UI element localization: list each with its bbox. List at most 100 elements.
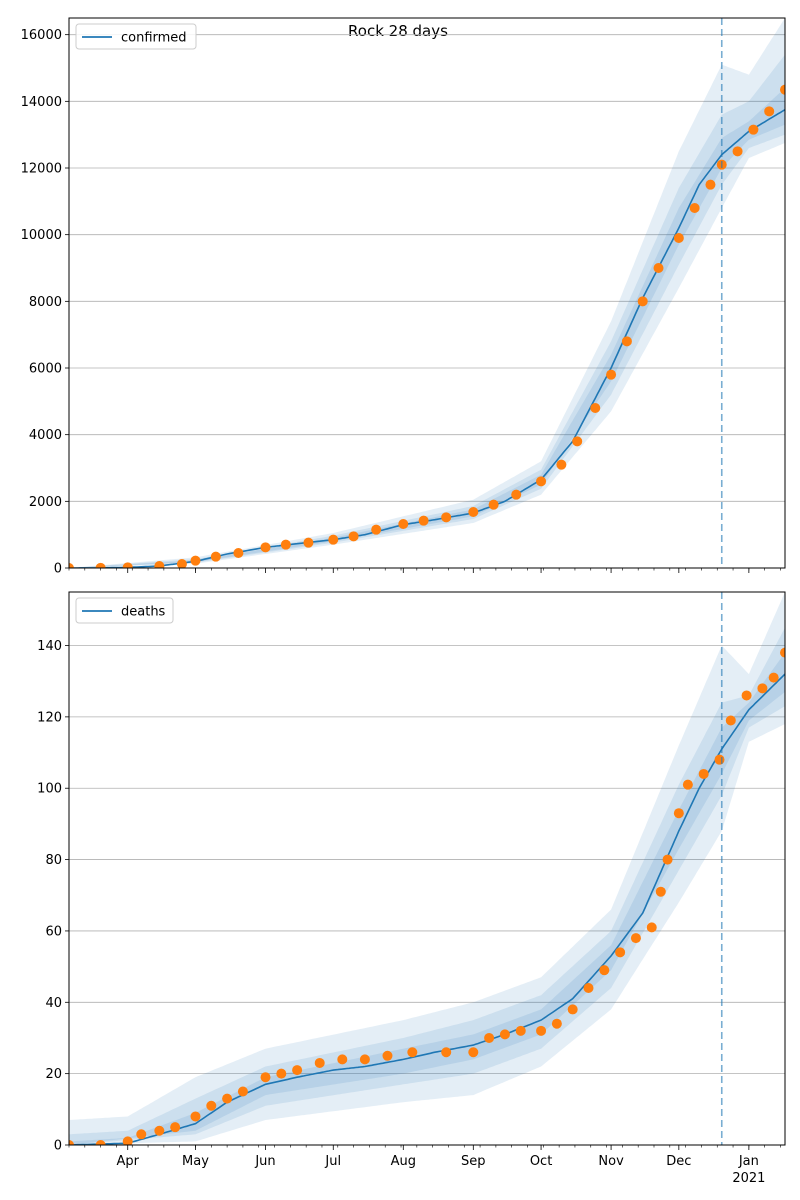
observed-point: [398, 519, 409, 529]
observed-point: [698, 768, 709, 779]
observed-point: [764, 106, 775, 117]
observed-point: [260, 542, 271, 553]
observed-point: [599, 965, 610, 976]
x-tick-label: Sep: [461, 1154, 486, 1169]
observed-point: [714, 754, 725, 765]
observed-point: [646, 922, 657, 933]
x-tick-label: Nov: [598, 1154, 624, 1169]
y-tick-label: 8000: [29, 295, 62, 310]
observed-point: [359, 1054, 370, 1065]
observed-point: [95, 1140, 106, 1145]
observed-point: [515, 1025, 526, 1036]
observed-point: [590, 403, 601, 413]
observed-point: [206, 1100, 217, 1111]
observed-point: [768, 672, 779, 683]
observed-point: [337, 1054, 348, 1065]
legend-box: [75, 23, 197, 50]
observed-point: [741, 690, 752, 701]
observed-point: [551, 1018, 562, 1029]
y-tick-label: 0: [54, 1139, 62, 1154]
observed-point: [418, 515, 429, 526]
y-tick-label: 6000: [29, 362, 62, 377]
x-tick-label: May: [182, 1154, 209, 1169]
observed-point: [233, 548, 244, 558]
x-tick-label: Jan: [738, 1154, 759, 1169]
observed-point: [348, 531, 359, 542]
observed-point: [780, 84, 785, 95]
observed-point: [662, 854, 673, 865]
observed-point: [682, 779, 693, 790]
y-tick-label: 140: [37, 639, 62, 654]
observed-point: [725, 715, 736, 726]
x-tick-label: Dec: [666, 1154, 691, 1169]
x-tick-label: Apr: [116, 1154, 139, 1169]
y-tick-label: 14000: [21, 95, 62, 110]
y-tick-label: 80: [45, 853, 62, 868]
observed-point: [190, 555, 201, 566]
legend-label: deaths: [121, 605, 166, 620]
y-tick-label: 40: [45, 996, 62, 1011]
y-tick-label: 20: [45, 1067, 62, 1082]
y-tick-label: 120: [37, 710, 62, 725]
legend-box: [75, 597, 174, 624]
observed-point: [572, 436, 583, 447]
observed-point: [615, 947, 626, 958]
observed-point: [154, 561, 165, 568]
observed-point: [732, 146, 743, 157]
observed-point: [382, 1050, 393, 1061]
observed-point: [606, 369, 617, 380]
observed-point: [95, 562, 106, 568]
uncertainty-band-outer: [69, 592, 785, 1145]
observed-point: [280, 539, 291, 550]
observed-point: [122, 1136, 133, 1145]
observed-point: [154, 1125, 165, 1136]
observed-point: [748, 124, 759, 135]
uncertainty-band-inner: [69, 652, 785, 1145]
observed-point: [655, 886, 666, 897]
observed-point: [567, 1004, 578, 1015]
observed-point: [303, 537, 314, 548]
observed-point: [511, 489, 522, 500]
observed-point: [653, 263, 664, 273]
observed-point: [757, 683, 768, 694]
y-tick-label: 16000: [21, 28, 62, 43]
x-tick-label: Aug: [391, 1154, 416, 1169]
observed-point: [314, 1057, 325, 1068]
observed-point: [556, 459, 567, 470]
y-tick-label: 4000: [29, 428, 62, 443]
observed-point: [328, 534, 339, 545]
observed-point: [621, 336, 632, 347]
observed-point: [637, 296, 648, 307]
observed-point: [170, 1122, 181, 1133]
observed-point: [468, 1047, 479, 1058]
confirmed-panel: 0 2000 4000 6000 8000 10000 12000 14000 16000 con…: [21, 17, 786, 577]
observed-point: [484, 1032, 495, 1043]
observed-point: [276, 1068, 287, 1079]
axes-frame: [68, 591, 786, 1146]
y-tick-label: 2000: [29, 495, 62, 510]
axes-frame: [68, 17, 786, 569]
plot-area: [69, 18, 785, 568]
plot-area: [69, 592, 785, 1145]
observed-point: [176, 559, 187, 568]
observed-point: [292, 1065, 303, 1076]
chart-title: Rock 28 days: [348, 22, 448, 40]
observed-point: [488, 499, 499, 510]
observed-point: [210, 551, 221, 562]
deaths-panel: 0 20 40 60 80 100 120 140 Apr May Jun Jul Aug Sep Oct N…: [37, 591, 786, 1186]
observed-point: [136, 1129, 147, 1140]
observed-point: [689, 203, 700, 213]
observed-point: [536, 476, 547, 487]
observed-point: [705, 179, 716, 190]
y-tick-label: 0: [54, 562, 62, 577]
x-tick-label: Jun: [254, 1154, 275, 1169]
observed-point: [583, 983, 594, 994]
y-tick-label: 10000: [21, 228, 62, 243]
observed-point: [536, 1025, 547, 1036]
observed-point: [407, 1047, 418, 1058]
x-tick-label: Jul: [324, 1154, 341, 1169]
observed-point: [441, 512, 452, 523]
observed-point: [122, 562, 133, 568]
uncertainty-band-middle: [69, 54, 785, 568]
